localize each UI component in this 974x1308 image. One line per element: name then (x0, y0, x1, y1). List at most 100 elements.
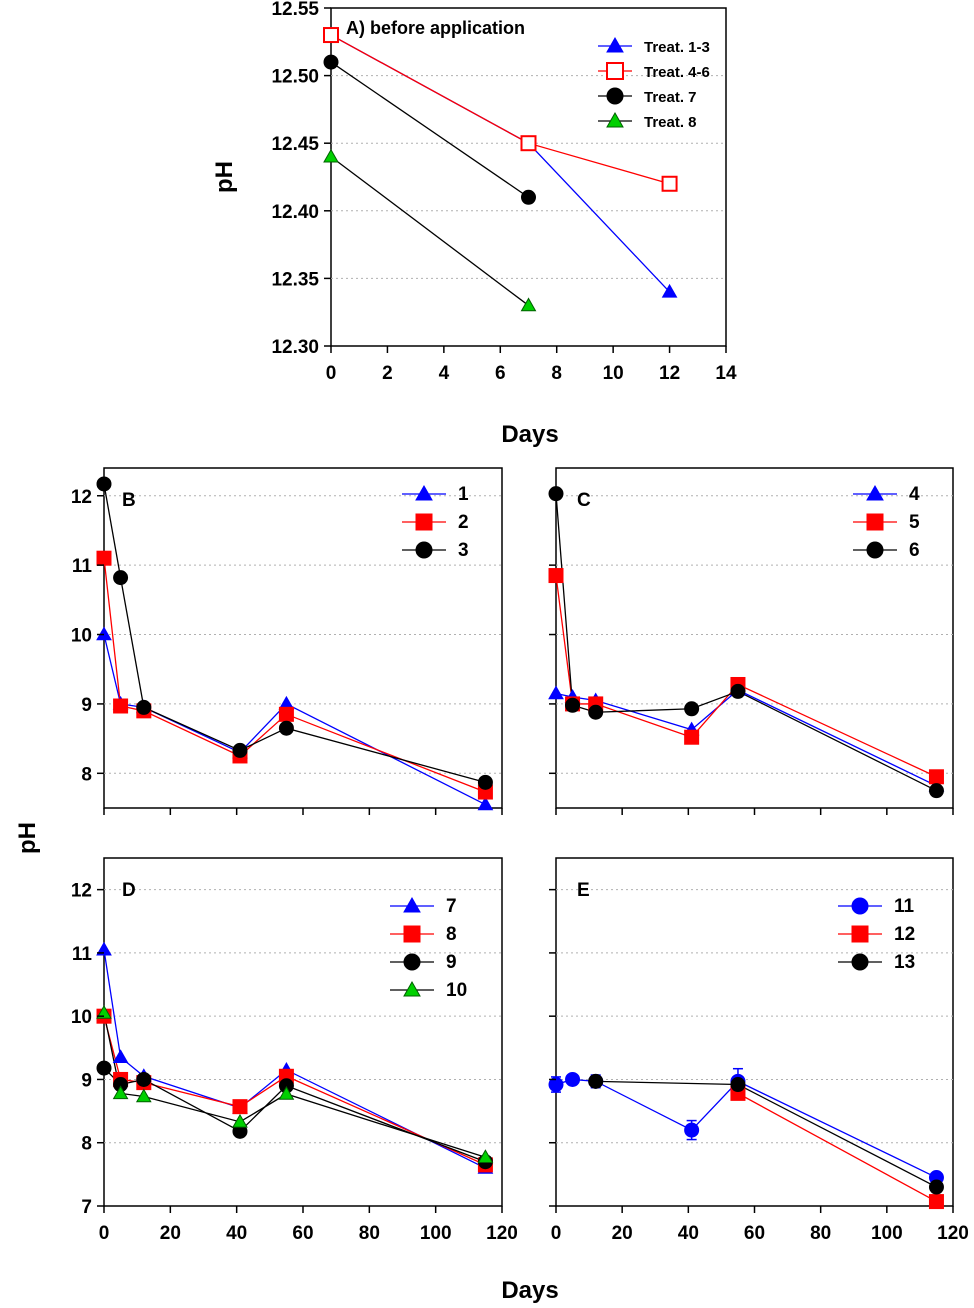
panel-e-series-3-point (928, 1179, 944, 1195)
panel-c-legend-label: 5 (909, 512, 920, 533)
panel-d-legend-marker (403, 980, 421, 997)
panel-a-xlabel: Days (501, 421, 558, 448)
panel-e-series-1-point (565, 1071, 581, 1087)
panel-e-legend-marker (851, 925, 869, 943)
panel-e-series-3-point (730, 1077, 746, 1093)
panel-a-legend-marker (606, 36, 624, 53)
panel-a-x-tick-label: 4 (439, 363, 450, 384)
panel-a-y-tick-label: 12.45 (271, 134, 319, 155)
panel-d-grid (104, 889, 502, 1144)
panel-e-x-tick-label: 80 (810, 1223, 831, 1244)
panel-a-series (323, 27, 678, 312)
panel-b-series-3-point (232, 742, 248, 758)
panel-b-series-3-point (136, 699, 152, 715)
panel-c-legend: 4 5 6 (853, 484, 920, 561)
panel-a-series-2-line (330, 34, 670, 185)
panel-a-ticks: 12.30 12.35 12.40 12.45 12.50 12.55 0 2 4 6 8 10 12 1… (271, 0, 737, 384)
panel-e-x-tick-label: 0 (551, 1223, 562, 1244)
panel-c-series-2-line (555, 575, 937, 778)
panel-c-series-3-point (730, 683, 746, 699)
panel-b-series-1-point (96, 626, 112, 641)
panel-a-series-4-point (323, 148, 339, 163)
panel-b-series-3-line (103, 483, 486, 783)
panel-e-legend-marker (851, 953, 869, 971)
panel-c-series-2-point (548, 568, 564, 584)
panel-d-legend-label: 9 (446, 952, 457, 973)
panel-c-legend-marker (866, 541, 884, 559)
panel-e-legend-label: 12 (894, 924, 915, 945)
panel-d-series-4-point (135, 1088, 152, 1103)
panel-b-series-2-point (278, 706, 294, 722)
panel-e-series-2-point (928, 1194, 944, 1210)
panel-e-series-3-line (595, 1080, 937, 1188)
panel-b-series-2-point (96, 550, 112, 566)
panel-d-series-2-line (103, 1016, 486, 1166)
panel-a-y-tick-label: 12.30 (271, 337, 319, 358)
panel-b-series-2-line (103, 558, 486, 793)
panel-e-legend-marker (851, 897, 869, 915)
panel-e-series-1-point (684, 1122, 700, 1138)
panel-e: 0 20 40 60 80 100 120 E 11 12 13 (548, 857, 969, 1244)
panel-e-x-tick-label: 60 (744, 1223, 765, 1244)
panel-a-series-3-line (330, 61, 529, 198)
panel-d-legend-label: 10 (446, 980, 467, 1001)
panel-b-legend-label: 3 (458, 540, 469, 561)
panel-d-legend-label: 7 (446, 896, 457, 917)
panel-b-y-tick-label: 12 (71, 487, 92, 508)
panel-d-legend-label: 8 (446, 924, 457, 945)
panel-c-series-2-point (684, 729, 700, 745)
panel-c-series (548, 486, 945, 799)
panel-e-series-2-line (737, 1092, 937, 1203)
panel-c-series-3-point (684, 701, 700, 717)
panel-d-series-2-point (232, 1099, 248, 1115)
panel-a-title: A) before application (346, 18, 525, 38)
panel-d-x-tick-label: 0 (99, 1223, 110, 1244)
panel-d-x-tick-label: 80 (359, 1223, 380, 1244)
panel-c-series-3-point (928, 783, 944, 799)
panel-a-y-tick-label: 12.40 (271, 202, 319, 223)
panel-d-x-tick-label: 120 (486, 1223, 518, 1244)
panel-b-legend-marker (415, 513, 433, 531)
panel-b-legend-marker (415, 541, 433, 559)
panel-a-legend-label: Treat. 8 (644, 114, 697, 131)
panel-c-legend-label: 6 (909, 540, 920, 561)
panel-a-series-4-point (520, 297, 537, 312)
panel-a-x-tick-label: 0 (326, 363, 337, 384)
panel-d-legend-marker (403, 925, 421, 943)
panel-d-series-1-point (112, 1049, 129, 1064)
panel-a-grid (331, 75, 726, 279)
panel-d-series (96, 941, 494, 1174)
shared-x-axis-label: Days (501, 1277, 558, 1304)
panel-b-y-tick-label: 11 (72, 556, 93, 577)
panel-a-y-tick-label: 12.35 (271, 269, 319, 290)
panel-d-y-tick-label: 11 (72, 944, 93, 965)
panel-a-legend-marker (606, 111, 624, 128)
panel-c-legend-marker (866, 513, 884, 531)
panel-e-series (548, 1067, 944, 1210)
panel-b-series-1-point (477, 796, 494, 811)
panel-d-series-1-line (103, 949, 486, 1169)
panel-e-x-tick-label: 20 (612, 1223, 633, 1244)
panel-a-legend-label: Treat. 4-6 (644, 64, 710, 81)
panel-a-legend-marker (606, 87, 624, 105)
panel-c-series-3-line (555, 493, 937, 792)
panel-d-y-tick-label: 7 (81, 1197, 92, 1218)
panel-d-x-tick-label: 40 (226, 1223, 247, 1244)
panel-c-legend-label: 4 (909, 484, 920, 505)
panel-a-x-tick-label: 8 (551, 363, 562, 384)
panel-d-series-3-point (136, 1071, 152, 1087)
panel-c-series-3-point (588, 704, 604, 720)
panel-d-series-4-point (232, 1113, 248, 1128)
panel-b-legend-marker (415, 484, 433, 501)
panel-d-y-tick-label: 9 (81, 1070, 92, 1091)
panel-a-series-2-point (323, 27, 339, 44)
panel-b-y-tick-label: 10 (71, 626, 92, 647)
panel-b-grid (104, 495, 502, 774)
panel-e-series-1-point (548, 1077, 564, 1093)
panel-b-legend-label: 1 (458, 484, 469, 505)
panel-b-series (96, 476, 494, 811)
